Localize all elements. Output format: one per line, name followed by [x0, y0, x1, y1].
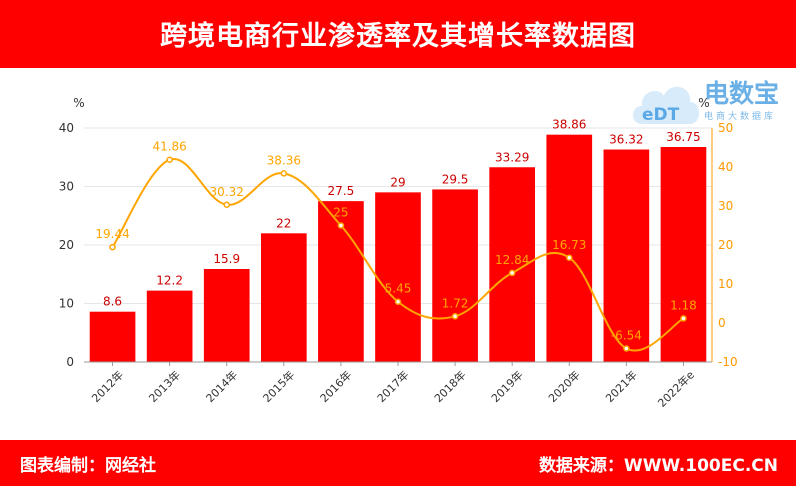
x-axis-tick-label: 2012年	[89, 368, 126, 405]
bar-value-label: 36.75	[666, 130, 700, 144]
line-point	[680, 315, 687, 322]
line-value-label: 38.36	[267, 153, 301, 167]
bar-value-label: 38.86	[552, 118, 586, 132]
x-axis-tick-label: 2021年	[602, 368, 639, 405]
bar	[146, 290, 193, 362]
line-point	[566, 254, 573, 262]
bar-value-label: 29	[390, 175, 405, 189]
bar-value-label: 8.6	[103, 295, 122, 309]
line-value-label: 1.18	[670, 298, 697, 312]
bar	[203, 268, 250, 362]
bar-value-label: 29.5	[442, 172, 469, 186]
x-axis-tick-label: 2015年	[260, 368, 297, 405]
line-value-label: 1.72	[442, 296, 469, 310]
bar	[432, 189, 478, 362]
right-axis-tick-label: -10	[718, 355, 738, 369]
line-point	[280, 170, 288, 177]
right-axis-unit: %	[698, 96, 709, 110]
right-axis-tick-label: 30	[718, 199, 733, 213]
line-point	[337, 222, 345, 229]
x-axis-tick-label: 2018年	[431, 368, 468, 405]
left-axis-tick-label: 20	[59, 238, 74, 252]
left-axis-tick-label: 10	[59, 297, 74, 311]
x-axis-tick-label: 2017年	[374, 368, 411, 405]
logo-name: 电数宝	[704, 79, 780, 108]
cloud-logo-icon: eDT	[633, 86, 699, 125]
x-axis-tick-label: 2014年	[203, 368, 240, 405]
logo: eDT 电数宝 电商大数据库	[628, 72, 792, 132]
line-value-label: 16.73	[552, 238, 586, 252]
line-point	[623, 345, 630, 352]
bar-value-label: 36.32	[609, 133, 643, 147]
bar	[89, 311, 136, 362]
footer-bar: 图表编制：网经社 数据来源：WWW.100EC.CN	[0, 440, 796, 486]
bar	[660, 147, 707, 362]
left-axis-unit: %	[73, 96, 84, 110]
logo-subtitle: 电商大数据库	[704, 112, 777, 122]
bar	[375, 192, 421, 362]
x-axis-tick-label: 2013年	[146, 368, 183, 405]
line-value-label: 19.44	[95, 227, 129, 241]
x-axis-tick-label: 2022年e	[655, 368, 697, 410]
right-axis-tick-label: 50	[718, 121, 733, 135]
left-axis-tick-label: 30	[59, 180, 74, 194]
line-value-label: 25	[333, 206, 348, 220]
line-point	[451, 313, 459, 320]
bar	[546, 134, 593, 362]
x-axis-tick-label: 2016年	[317, 368, 354, 405]
title-bar: 跨境电商行业渗透率及其增长率数据图	[0, 0, 796, 68]
bar-labels: 8.6 12.2 15.9 22 27.5 29 29.5 33.29 38.86 36.32 36…	[103, 118, 701, 309]
chart: 8.6 12.2 15.9 22 27.5 29 29.5 33.29 38.86 36.32 36…	[59, 96, 738, 410]
bar-series	[89, 134, 707, 362]
right-axis-tick-label: 10	[718, 277, 733, 291]
line-point	[166, 156, 173, 163]
bar-value-label: 27.5	[328, 184, 355, 198]
right-axis-tick-label: 0	[718, 316, 726, 330]
line-labels: 19.44 41.86 30.32 38.36 25 5.45 1.72 12.84 16.73…	[95, 140, 696, 343]
line-point	[508, 269, 516, 277]
left-axis-tick-label: 40	[59, 121, 74, 135]
bar-value-label: 15.9	[213, 252, 240, 266]
footer-credit: 图表编制：网经社	[20, 456, 156, 476]
line-value-label: 30.32	[210, 185, 244, 199]
line-series	[109, 156, 687, 352]
line-point	[109, 243, 116, 251]
line-value-label: -6.54	[611, 329, 642, 343]
line-point	[394, 298, 402, 305]
bar-value-label: 12.2	[156, 274, 183, 288]
x-axis-tick-label: 2020年	[545, 368, 582, 405]
bar	[603, 149, 650, 362]
bar-value-label: 22	[276, 216, 291, 230]
line-point	[223, 201, 230, 209]
line-value-label: 41.86	[152, 140, 186, 154]
logo-mark: eDT	[642, 105, 680, 125]
line-value-label: 5.45	[385, 282, 412, 296]
bar	[260, 233, 307, 362]
left-axis-tick-label: 0	[66, 355, 74, 369]
growth-line	[111, 158, 685, 352]
right-axis-tick-label: 40	[718, 160, 733, 174]
line-value-label: 12.84	[495, 253, 529, 267]
x-axis-tick-label: 2019年	[488, 368, 525, 405]
footer-source: 数据来源：WWW.100EC.CN	[538, 456, 778, 476]
chart-title: 跨境电商行业渗透率及其增长率数据图	[160, 21, 636, 52]
right-axis-tick-label: 20	[718, 238, 733, 252]
bar-value-label: 33.29	[495, 150, 529, 164]
